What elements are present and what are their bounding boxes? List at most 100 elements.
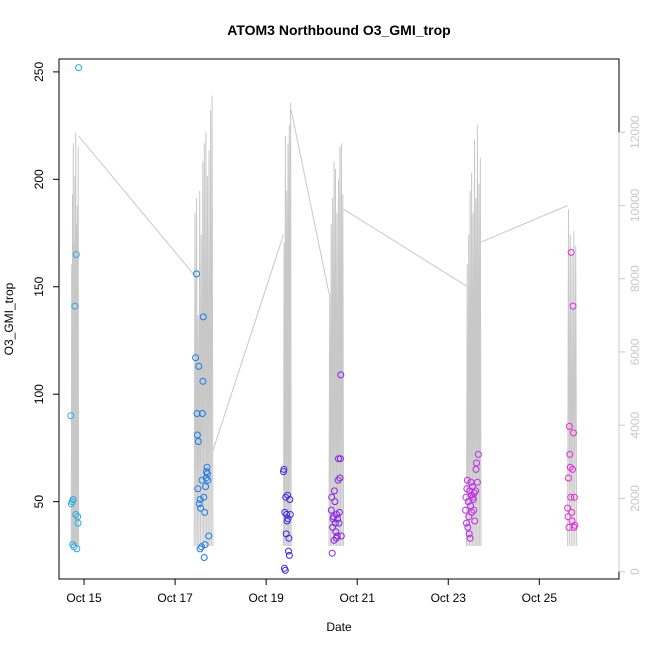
data-point (331, 519, 339, 527)
altitude-burst (328, 143, 345, 547)
data-point (473, 459, 480, 467)
data-point (202, 483, 210, 491)
chart-title: ATOM3 Northbound O3_GMI_trop (227, 22, 450, 38)
data-point (195, 500, 203, 508)
data-point (567, 493, 575, 501)
data-point (280, 465, 288, 473)
altitude-transit (78, 135, 195, 276)
data-point (463, 476, 471, 484)
data-point (203, 470, 211, 478)
data-point (69, 496, 77, 503)
y-tick-label: 100 (32, 384, 46, 404)
y-tick-label: 150 (32, 276, 46, 296)
data-point (282, 493, 290, 501)
y-axis-label: O3_GMI_trop (2, 282, 16, 355)
x-tick-label: Oct 23 (431, 591, 467, 605)
data-point (466, 534, 474, 542)
data-point (569, 465, 577, 473)
data-point (565, 474, 572, 482)
altitude-transit (290, 110, 330, 294)
data-point (463, 519, 470, 527)
data-point (193, 270, 200, 278)
data-point (334, 515, 342, 523)
data-point (196, 496, 204, 503)
data-point (465, 530, 473, 538)
data-point (73, 545, 81, 553)
data-point (462, 506, 470, 514)
data-point (199, 313, 207, 321)
data-point (464, 523, 472, 531)
y-axis-right: 0 2000 4000 6000 8000 10000 12000 (618, 115, 642, 575)
data-point (193, 431, 201, 439)
x-tick-label: Oct 25 (522, 591, 558, 605)
data-point (67, 412, 75, 420)
data-point (569, 302, 577, 310)
data-point (199, 377, 207, 385)
y2-tick-label: 6000 (628, 338, 642, 365)
y2-tick-label: 4000 (628, 412, 642, 439)
data-point (564, 513, 572, 521)
y-axis-left: 50 100 150 200 250 (32, 62, 59, 509)
data-point (568, 508, 576, 516)
altitude-series (70, 95, 578, 547)
altitude-burst (283, 102, 292, 547)
data-point (330, 487, 338, 495)
data-point (72, 511, 80, 518)
data-point (74, 519, 82, 527)
x-axis-label: Date (326, 620, 352, 634)
data-point (194, 438, 202, 445)
x-tick-label: Oct 15 (66, 591, 102, 605)
data-point (201, 508, 209, 516)
data-point (281, 566, 289, 574)
data-point (328, 549, 336, 557)
y2-tick-label: 8000 (628, 265, 642, 292)
data-point (333, 532, 341, 540)
x-tick-label: Oct 17 (157, 591, 193, 605)
data-point (470, 506, 478, 514)
x-tick-label: Oct 21 (340, 591, 376, 605)
data-point (570, 493, 578, 501)
data-point (283, 511, 291, 518)
data-point (566, 450, 574, 458)
data-point (334, 476, 342, 484)
y-tick-label: 50 (32, 495, 46, 509)
data-point (332, 528, 340, 536)
y2-tick-label: 10000 (628, 188, 642, 222)
data-point (197, 504, 205, 512)
data-point (331, 498, 339, 506)
data-point (566, 463, 574, 471)
data-point (564, 504, 572, 512)
data-point (327, 506, 335, 514)
data-point (471, 517, 479, 525)
data-point (201, 541, 209, 549)
data-point (200, 493, 208, 501)
data-point (71, 302, 79, 310)
data-point (469, 496, 477, 503)
data-point (285, 551, 293, 559)
data-point (474, 450, 482, 458)
data-point (198, 543, 205, 551)
y-tick-label: 200 (32, 169, 46, 189)
y-tick-label: 250 (32, 62, 46, 82)
altitude-transit (343, 208, 467, 287)
altitude-burst (70, 132, 80, 547)
data-point (193, 410, 201, 417)
altitude-transit (480, 205, 568, 243)
data-point (565, 422, 573, 430)
altitude-burst (567, 209, 578, 547)
data-point (285, 547, 292, 555)
data-point (205, 532, 213, 540)
altitude-transit (212, 234, 284, 451)
data-point (567, 248, 575, 256)
data-point (284, 491, 292, 499)
data-point (337, 532, 345, 540)
data-point (286, 496, 294, 503)
scatter-points (67, 64, 579, 574)
data-point (570, 429, 577, 437)
data-point (337, 371, 345, 379)
data-point (72, 251, 80, 258)
y2-tick-label: 2000 (628, 485, 642, 512)
data-point (285, 534, 293, 542)
data-point (571, 521, 579, 529)
x-axis: Oct 15 Oct 17 Oct 19 Oct 21 Oct 23 Oct 25 (66, 578, 558, 605)
